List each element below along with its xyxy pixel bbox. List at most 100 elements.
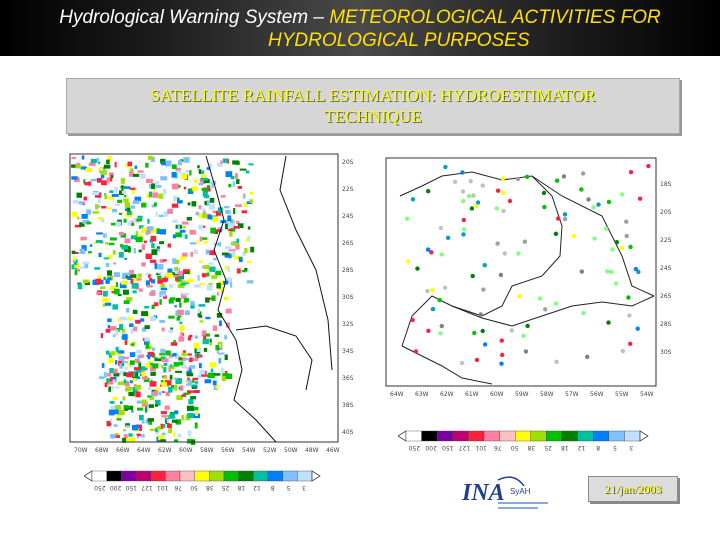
rain-cell xyxy=(108,254,113,259)
rain-cell xyxy=(130,205,136,209)
rain-cell xyxy=(188,334,193,338)
colorbar-label: 18 xyxy=(237,484,245,491)
rain-cell xyxy=(119,363,124,369)
rain-cell xyxy=(175,378,182,384)
rain-cell xyxy=(98,197,101,204)
rain-cell xyxy=(92,191,100,196)
rain-cell xyxy=(198,212,202,218)
rain-cell xyxy=(110,377,113,381)
station-dot xyxy=(413,349,419,354)
rain-cell xyxy=(214,334,220,337)
colorbar-swatch xyxy=(483,430,500,442)
colorbar-swatch xyxy=(267,470,283,482)
rain-cell xyxy=(137,376,141,380)
rain-cell xyxy=(236,238,239,243)
rain-cell xyxy=(158,263,164,270)
rain-cell xyxy=(126,372,133,378)
rain-cell xyxy=(141,202,147,208)
rain-cell xyxy=(136,278,142,281)
colorbar-swatch xyxy=(91,470,107,482)
rain-cell xyxy=(120,244,123,248)
rain-cell xyxy=(140,318,145,322)
station-dot xyxy=(494,206,499,211)
rain-cell xyxy=(196,240,199,245)
rain-cell xyxy=(204,200,207,206)
rain-cell xyxy=(186,217,192,221)
rain-cell xyxy=(229,252,236,258)
station-dot xyxy=(474,357,480,363)
rain-cell xyxy=(129,187,136,190)
rain-cell xyxy=(106,420,111,427)
rain-cell xyxy=(189,242,197,245)
rain-cell xyxy=(154,202,157,207)
rain-cell xyxy=(131,190,135,194)
rain-cell xyxy=(118,409,125,416)
rain-cell xyxy=(219,344,222,348)
colorbar-label: 50 xyxy=(190,484,198,491)
rain-cell xyxy=(93,242,97,245)
rain-cell xyxy=(201,188,208,191)
right-colorbar-labels: 250 200 150 127 101 76 50 38 25 18 12 8 5 3 xyxy=(408,444,633,451)
station-dot xyxy=(596,202,601,207)
colorbar-label: 250 xyxy=(408,444,420,451)
rain-cell xyxy=(181,394,187,397)
rain-cell xyxy=(96,291,101,295)
rain-cell xyxy=(171,183,179,190)
rain-cell xyxy=(128,433,133,437)
station-dot xyxy=(516,251,521,256)
rain-cell xyxy=(115,433,119,436)
rain-cell xyxy=(109,401,115,404)
station-dot xyxy=(438,331,443,336)
rain-cell xyxy=(144,337,150,342)
rain-cell xyxy=(244,248,248,253)
rain-cell xyxy=(200,170,205,174)
rain-cell xyxy=(144,305,150,309)
rain-cell xyxy=(186,169,189,173)
rain-cell xyxy=(186,372,194,377)
rain-cell xyxy=(89,244,93,247)
rain-cell xyxy=(173,275,181,278)
section-title-line2: TECHNIQUE xyxy=(324,107,422,126)
rain-cell xyxy=(134,358,140,363)
rain-cell xyxy=(120,178,125,184)
rain-cell xyxy=(106,270,112,276)
rain-cell xyxy=(122,363,125,366)
rain-cell xyxy=(206,200,210,206)
rain-cell xyxy=(161,194,164,200)
station-dot xyxy=(498,272,504,278)
rain-cell xyxy=(225,223,228,230)
rain-cell xyxy=(168,329,173,333)
rain-cell xyxy=(152,192,158,198)
colorbar-swatch xyxy=(561,430,578,442)
rain-cell xyxy=(174,305,177,308)
colorbar-label: 8 xyxy=(596,444,600,451)
rain-cell xyxy=(84,182,91,186)
right-map-y-tick: 28S xyxy=(660,321,672,328)
rain-cell xyxy=(165,160,172,167)
rain-cell xyxy=(160,411,167,415)
colorbar-label: 18 xyxy=(561,444,569,451)
rain-cell xyxy=(198,182,204,186)
rain-cell xyxy=(192,358,198,362)
rain-cell xyxy=(118,350,125,354)
rain-cell xyxy=(209,362,217,368)
station-dot xyxy=(495,188,501,193)
rain-cell xyxy=(148,155,153,160)
rain-cell xyxy=(209,297,212,300)
rain-cell xyxy=(248,163,254,166)
rain-cell xyxy=(215,229,222,233)
left-map-x-tick: 50W xyxy=(284,447,298,454)
rain-cell xyxy=(103,233,107,238)
station-dot xyxy=(501,190,506,195)
rain-cell xyxy=(189,170,192,176)
rain-cell xyxy=(125,386,133,389)
rain-cell xyxy=(97,205,101,208)
rain-cell xyxy=(99,286,106,289)
rain-cell xyxy=(111,290,116,294)
rain-cell xyxy=(201,208,206,212)
rain-cell xyxy=(88,251,92,254)
rain-cell xyxy=(184,310,190,316)
rain-cell xyxy=(175,167,181,172)
rain-cell xyxy=(197,165,200,169)
rain-cell xyxy=(225,209,231,214)
